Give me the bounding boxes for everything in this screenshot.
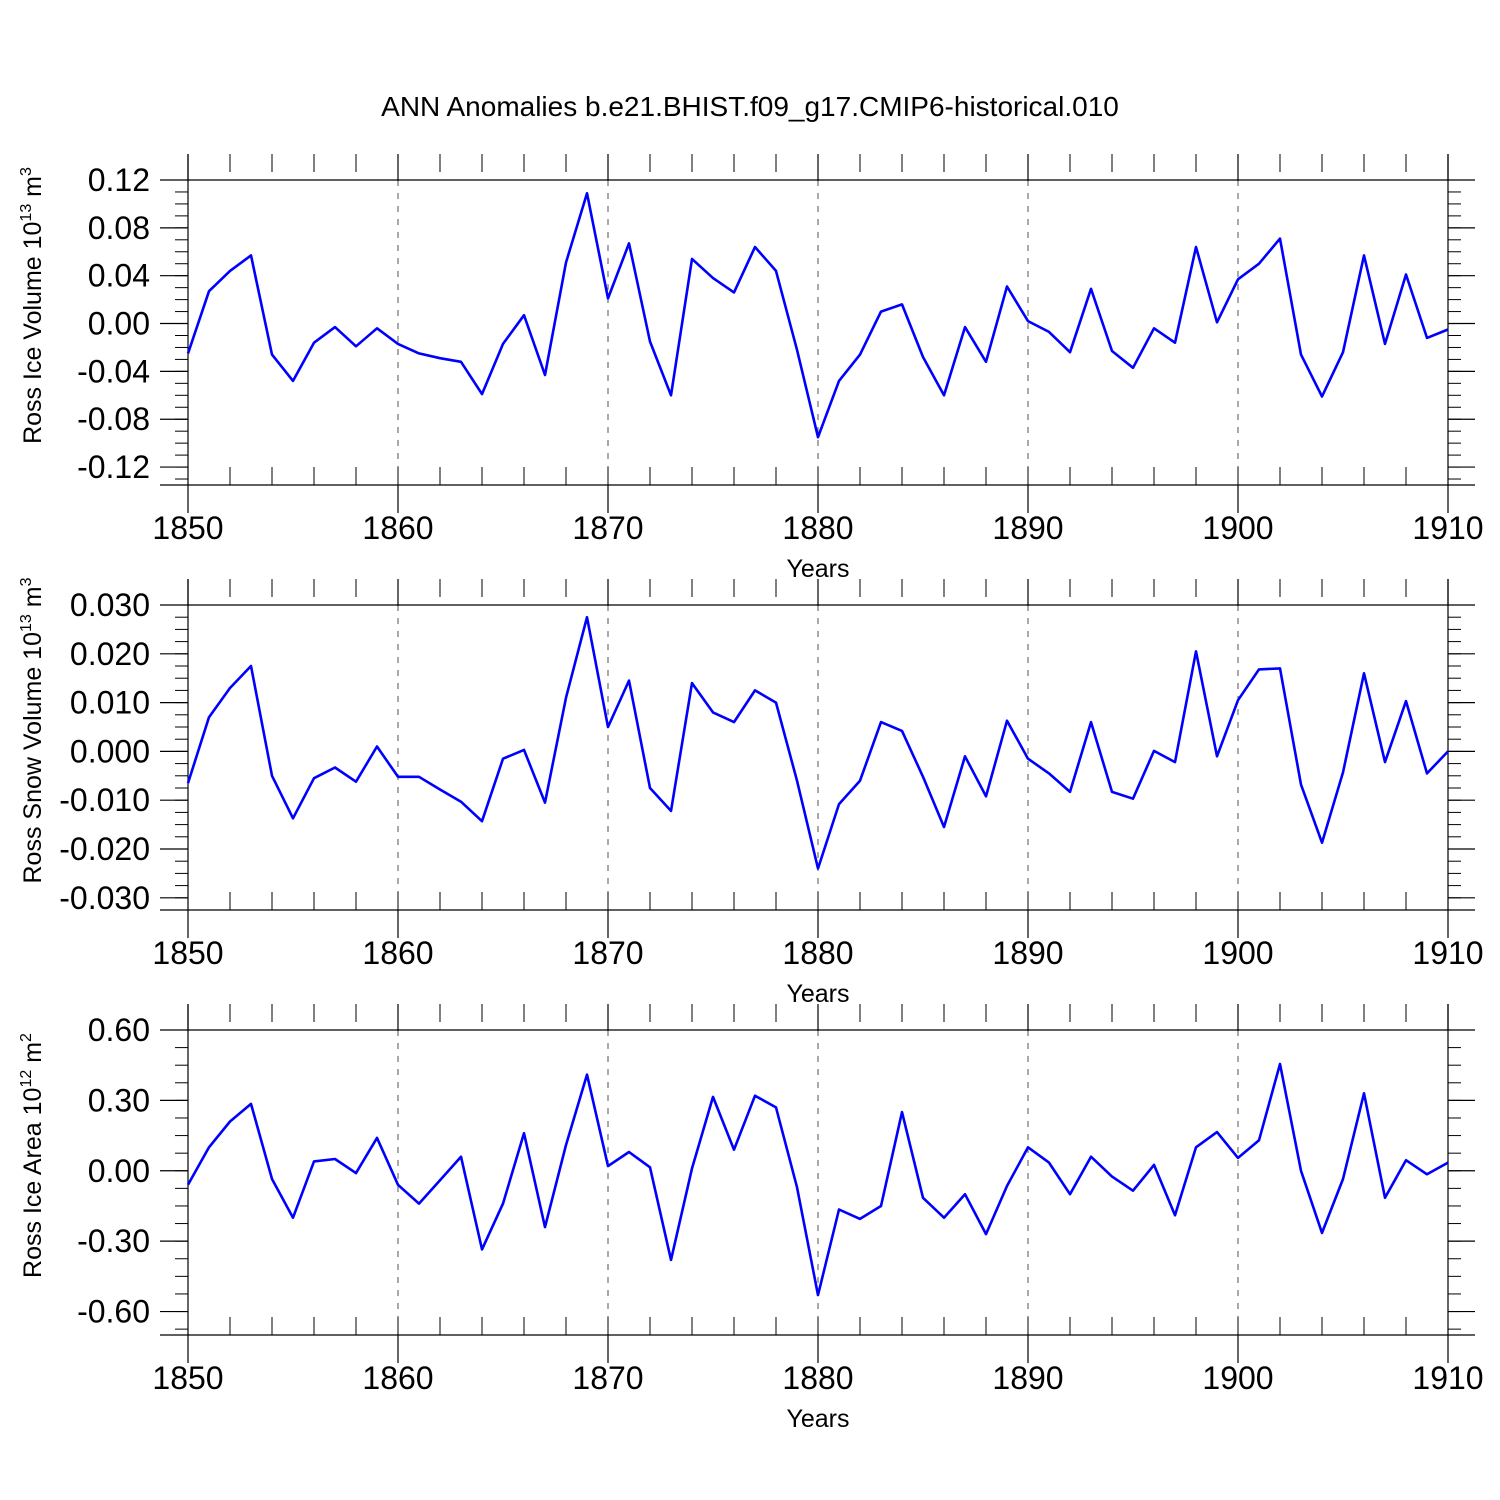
y-tick-label: 0.00 — [88, 306, 150, 342]
x-tick-label: 1910 — [1412, 935, 1483, 971]
y-axis-label-exponent: 13 — [18, 204, 35, 222]
y-axis-label-text: Ross Snow Volume 10 — [19, 632, 47, 884]
x-tick-label: 1850 — [152, 935, 223, 971]
y-tick-label: -0.010 — [59, 782, 150, 818]
x-tick-label: 1870 — [572, 510, 643, 546]
y-axis-label-exponent: 12 — [18, 1070, 35, 1088]
y-axis-label-unit: m — [19, 1042, 47, 1070]
y-tick-label: -0.020 — [59, 831, 150, 867]
y-tick-label: -0.60 — [77, 1294, 150, 1330]
y-tick-label: 0.00 — [88, 1153, 150, 1189]
y-tick-label: 0.030 — [70, 587, 150, 623]
y-tick-label: 0.30 — [88, 1082, 150, 1118]
y-tick-label: 0.04 — [88, 258, 150, 294]
y-axis-label-exponent: 13 — [18, 614, 35, 632]
y-axis-label: Ross Snow Volume 1013 m3 — [18, 577, 47, 883]
x-tick-label: 1900 — [1202, 1360, 1273, 1396]
y-tick-label: 0.000 — [70, 733, 150, 769]
y-axis-label-text: Ross Ice Area 10 — [19, 1088, 47, 1278]
y-tick-label: 0.08 — [88, 210, 150, 246]
y-tick-label: -0.12 — [77, 449, 150, 485]
y-axis-label: Ross Ice Area 1012 m2 — [18, 1033, 47, 1278]
x-tick-label: 1890 — [992, 935, 1063, 971]
series-line — [186, 191, 1449, 439]
y-axis-label-unit: m — [19, 586, 47, 614]
panel-2: 0.0300.0200.0100.000-0.010-0.020-0.03018… — [18, 577, 1484, 1008]
x-tick-label: 1890 — [992, 1360, 1063, 1396]
x-axis-label: Years — [786, 555, 849, 583]
x-tick-label: 1870 — [572, 1360, 643, 1396]
x-tick-label: 1870 — [572, 935, 643, 971]
y-tick-label: 0.010 — [70, 685, 150, 721]
y-tick-label: -0.04 — [77, 353, 150, 389]
x-tick-label: 1850 — [152, 510, 223, 546]
series-line — [186, 615, 1449, 870]
x-tick-label: 1880 — [782, 510, 853, 546]
y-axis-label-unit: m — [19, 176, 47, 204]
x-tick-label: 1880 — [782, 1360, 853, 1396]
y-tick-label: -0.08 — [77, 401, 150, 437]
series-line — [186, 1062, 1449, 1297]
x-tick-label: 1850 — [152, 1360, 223, 1396]
y-tick-label: -0.30 — [77, 1223, 150, 1259]
x-tick-label: 1890 — [992, 510, 1063, 546]
x-tick-label: 1880 — [782, 935, 853, 971]
x-tick-label: 1910 — [1412, 510, 1483, 546]
x-tick-label: 1910 — [1412, 1360, 1483, 1396]
y-axis-label: Ross Ice Volume 1013 m3 — [18, 167, 47, 444]
y-axis-label-text: Ross Ice Volume 10 — [19, 222, 47, 444]
x-axis-label: Years — [786, 980, 849, 1008]
x-tick-label: 1860 — [362, 1360, 433, 1396]
x-tick-label: 1900 — [1202, 510, 1273, 546]
y-axis-label-unit-exponent: 3 — [18, 577, 35, 586]
y-axis-label-unit-exponent: 3 — [18, 167, 35, 176]
y-tick-label: 0.020 — [70, 636, 150, 672]
y-tick-label: -0.030 — [59, 880, 150, 916]
x-tick-label: 1900 — [1202, 935, 1273, 971]
chart-title: ANN Anomalies b.e21.BHIST.f09_g17.CMIP6-… — [381, 91, 1119, 122]
y-tick-label: 0.12 — [88, 162, 150, 198]
x-tick-label: 1860 — [362, 510, 433, 546]
y-tick-label: 0.60 — [88, 1012, 150, 1048]
y-axis-label-unit-exponent: 2 — [18, 1033, 35, 1042]
x-axis-label: Years — [786, 1405, 849, 1433]
x-tick-label: 1860 — [362, 935, 433, 971]
